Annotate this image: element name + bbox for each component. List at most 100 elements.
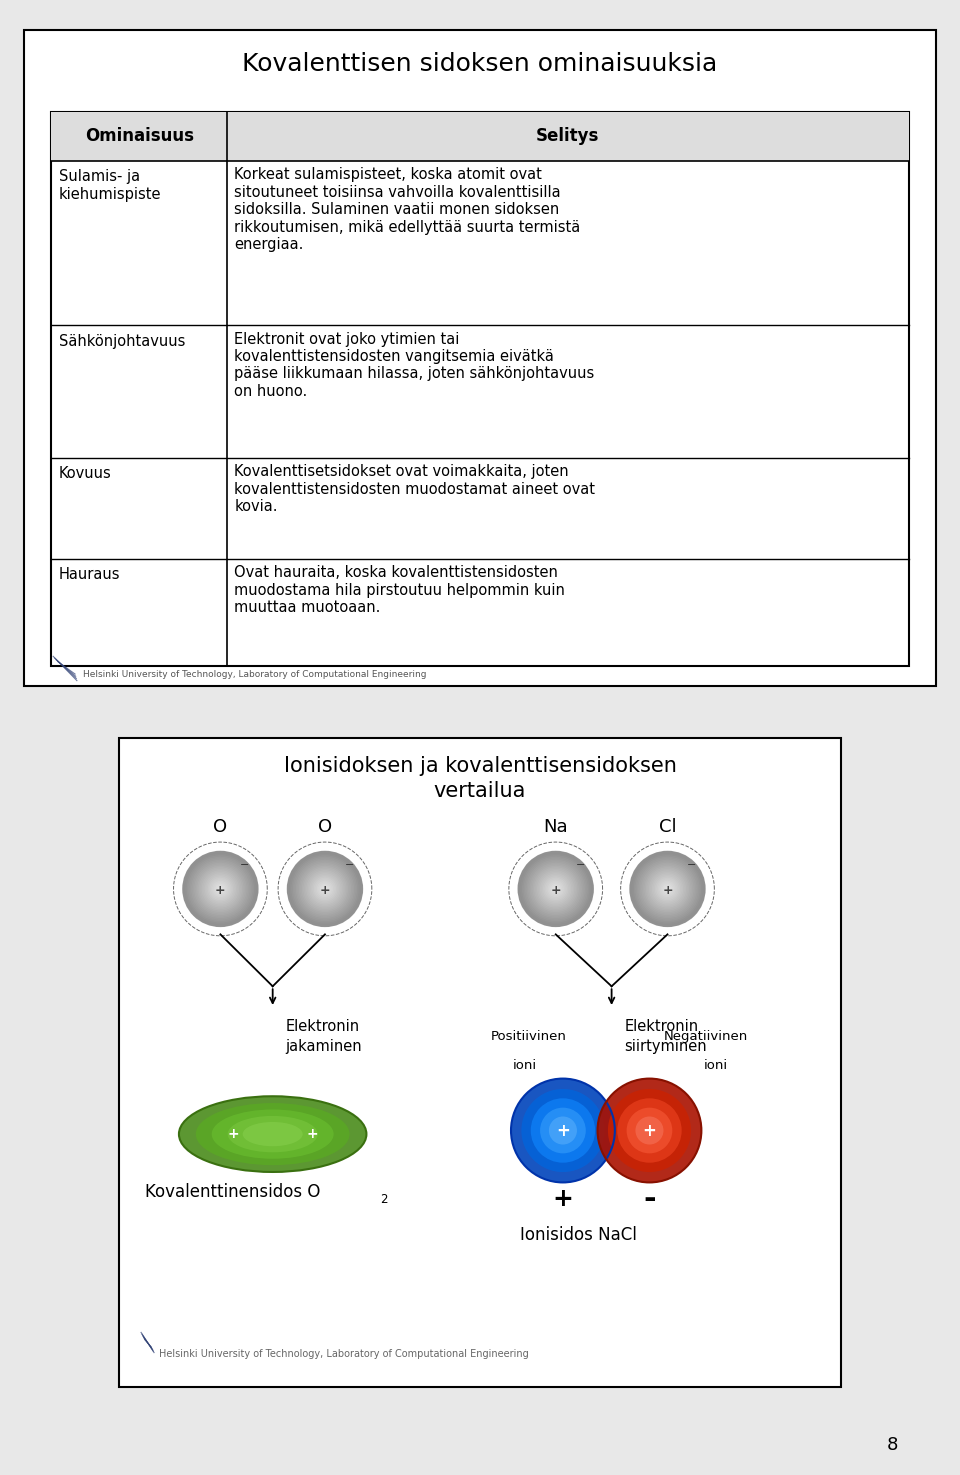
- Circle shape: [551, 885, 561, 894]
- Circle shape: [324, 888, 326, 891]
- Circle shape: [639, 860, 696, 917]
- Circle shape: [630, 851, 705, 926]
- Circle shape: [201, 869, 240, 909]
- Text: Elektronit ovat joko ytimien tai
kovalenttistensidosten vangitsemia eivätkä
pääs: Elektronit ovat joko ytimien tai kovalen…: [234, 332, 594, 398]
- Circle shape: [522, 855, 588, 922]
- Circle shape: [294, 857, 356, 920]
- Ellipse shape: [212, 1109, 334, 1159]
- Circle shape: [550, 884, 562, 895]
- Circle shape: [322, 886, 328, 892]
- Ellipse shape: [196, 1103, 349, 1165]
- Circle shape: [310, 873, 340, 904]
- Circle shape: [636, 1117, 663, 1145]
- Text: Sähkönjohtavuus: Sähkönjohtavuus: [59, 333, 185, 348]
- Circle shape: [321, 885, 329, 894]
- Circle shape: [197, 864, 245, 913]
- Circle shape: [527, 860, 585, 917]
- Circle shape: [553, 886, 559, 892]
- Circle shape: [184, 853, 256, 925]
- Circle shape: [511, 1078, 614, 1183]
- Circle shape: [627, 1108, 672, 1153]
- Text: Kovuus: Kovuus: [59, 466, 111, 481]
- Text: ioni: ioni: [513, 1059, 537, 1072]
- Text: -: -: [643, 1184, 656, 1214]
- Circle shape: [307, 870, 343, 907]
- Circle shape: [192, 860, 249, 917]
- Text: Negatiivinen: Negatiivinen: [664, 1030, 748, 1043]
- Circle shape: [529, 861, 583, 916]
- Circle shape: [200, 867, 241, 910]
- Circle shape: [657, 879, 678, 900]
- Circle shape: [633, 854, 702, 923]
- Circle shape: [203, 870, 238, 907]
- Bar: [52, 112, 908, 161]
- Circle shape: [542, 876, 569, 903]
- Bar: [52, 112, 908, 667]
- Circle shape: [653, 873, 683, 904]
- Circle shape: [216, 885, 225, 894]
- Text: Ominaisuus: Ominaisuus: [84, 127, 194, 145]
- Text: Selitys: Selitys: [537, 127, 600, 145]
- Circle shape: [532, 864, 580, 913]
- Circle shape: [521, 854, 590, 923]
- Circle shape: [205, 873, 235, 904]
- Circle shape: [645, 866, 690, 912]
- Circle shape: [650, 870, 685, 907]
- Circle shape: [195, 863, 246, 914]
- Circle shape: [664, 886, 670, 892]
- Circle shape: [642, 863, 693, 914]
- Circle shape: [531, 1099, 595, 1162]
- Circle shape: [549, 1117, 577, 1145]
- Circle shape: [208, 878, 232, 901]
- Circle shape: [636, 857, 699, 920]
- Circle shape: [530, 863, 581, 914]
- Text: −: −: [240, 860, 250, 870]
- Circle shape: [313, 878, 337, 901]
- Text: +: +: [550, 884, 561, 897]
- Circle shape: [654, 876, 681, 903]
- Text: +: +: [556, 1121, 570, 1140]
- Circle shape: [533, 866, 578, 912]
- Text: Positiivinen: Positiivinen: [491, 1030, 566, 1043]
- Circle shape: [315, 879, 335, 900]
- Circle shape: [646, 867, 688, 910]
- Circle shape: [213, 882, 228, 897]
- Text: 8: 8: [887, 1435, 899, 1454]
- Circle shape: [301, 864, 348, 913]
- Circle shape: [608, 1089, 691, 1173]
- Circle shape: [545, 879, 566, 900]
- Text: −: −: [345, 860, 354, 870]
- Ellipse shape: [179, 1096, 367, 1173]
- Text: Kovalenttisen sidoksen ominaisuuksia: Kovalenttisen sidoksen ominaisuuksia: [242, 53, 718, 77]
- Text: +: +: [642, 1121, 657, 1140]
- Text: +: +: [306, 1127, 318, 1142]
- Circle shape: [298, 861, 352, 916]
- Circle shape: [214, 884, 227, 895]
- Circle shape: [211, 881, 229, 898]
- Text: −: −: [687, 860, 697, 870]
- Circle shape: [521, 1089, 605, 1173]
- Circle shape: [289, 853, 361, 925]
- Text: O: O: [318, 819, 332, 836]
- Circle shape: [540, 1108, 586, 1153]
- Circle shape: [304, 867, 346, 910]
- Circle shape: [318, 882, 332, 897]
- Circle shape: [543, 878, 567, 901]
- Circle shape: [295, 858, 355, 919]
- Text: Elektronin
siirtyminen: Elektronin siirtyminen: [624, 1019, 707, 1053]
- Text: +: +: [662, 884, 673, 897]
- Bar: [119, 738, 841, 1386]
- Circle shape: [656, 878, 680, 901]
- Text: Hauraus: Hauraus: [59, 568, 120, 583]
- Circle shape: [640, 861, 694, 916]
- Circle shape: [297, 860, 353, 917]
- Ellipse shape: [228, 1117, 318, 1152]
- Text: +: +: [215, 884, 226, 897]
- Circle shape: [319, 884, 331, 895]
- Text: ioni: ioni: [704, 1059, 728, 1072]
- Circle shape: [661, 884, 674, 895]
- Circle shape: [183, 851, 258, 926]
- Circle shape: [287, 851, 363, 926]
- Text: Korkeat sulamispisteet, koska atomit ovat
sitoutuneet toisiinsa vahvoilla kovale: Korkeat sulamispisteet, koska atomit ova…: [234, 167, 581, 252]
- Circle shape: [648, 869, 687, 909]
